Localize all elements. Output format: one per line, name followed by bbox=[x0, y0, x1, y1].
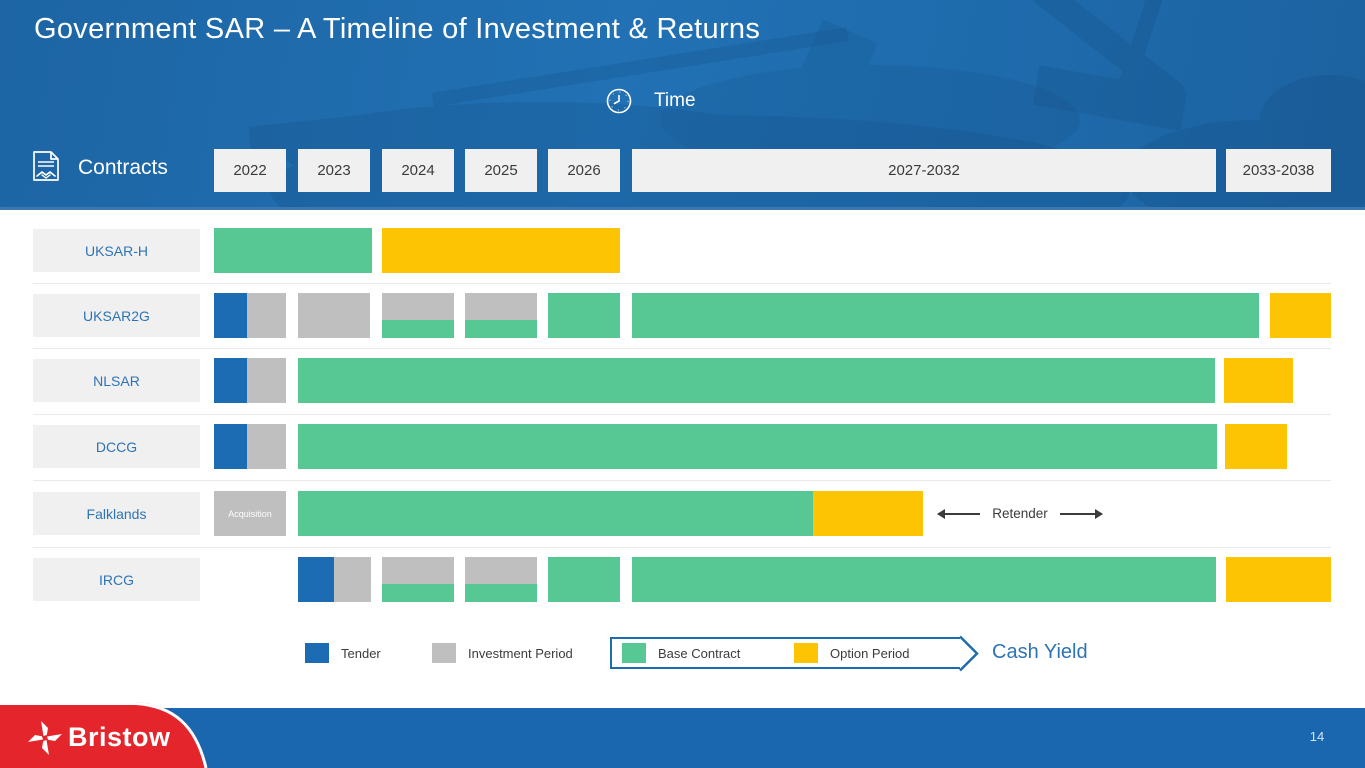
option-period-swatch bbox=[794, 643, 818, 663]
gantt-segment-invest bbox=[247, 358, 286, 403]
year-header-2023: 2023 bbox=[298, 149, 370, 192]
gantt-segment-option bbox=[1225, 424, 1287, 469]
footer-bar bbox=[0, 708, 1365, 768]
retender-left-arrow-icon bbox=[937, 508, 981, 519]
gantt-segment-invest bbox=[334, 557, 371, 602]
segment-invest-part bbox=[465, 557, 537, 584]
gantt-segment-option bbox=[813, 491, 923, 536]
time-axis-header: Time bbox=[606, 88, 696, 114]
legend-label-base: Base Contract bbox=[658, 646, 741, 661]
gantt-segment-base bbox=[298, 491, 813, 536]
gantt-segment-base bbox=[298, 358, 1215, 403]
gantt-segment-base bbox=[632, 557, 1216, 602]
segment-invest-part bbox=[465, 293, 537, 320]
year-header-2027-2032: 2027-2032 bbox=[632, 149, 1216, 192]
gantt-segment-invest bbox=[298, 293, 370, 338]
gantt-segment-tender bbox=[214, 424, 247, 469]
base-contract-swatch bbox=[622, 643, 646, 663]
row-label-UKSAR-H: UKSAR-H bbox=[33, 229, 200, 272]
investment-swatch bbox=[432, 643, 456, 663]
cash-yield-label: Cash Yield bbox=[992, 641, 1088, 663]
gantt-segment-option bbox=[382, 228, 620, 273]
row-label-Falklands: Falklands bbox=[33, 492, 200, 535]
legend-label-investment: Investment Period bbox=[468, 645, 573, 661]
slide-title: Government SAR – A Timeline of Investmen… bbox=[34, 13, 761, 45]
gantt-segment-tender bbox=[214, 358, 247, 403]
year-header-2025: 2025 bbox=[465, 149, 537, 192]
gantt-segment-invest bbox=[247, 293, 286, 338]
retender-annotation: Retender bbox=[925, 491, 1115, 536]
gantt-segment-invest_base bbox=[382, 557, 454, 602]
contracts-label: Contracts bbox=[78, 156, 168, 179]
row-separator bbox=[33, 413, 1331, 415]
row-separator bbox=[33, 546, 1331, 548]
segment-base-part bbox=[465, 584, 537, 602]
year-header-2026: 2026 bbox=[548, 149, 620, 192]
gantt-segment-option bbox=[1224, 358, 1293, 403]
page-number: 14 bbox=[1309, 729, 1325, 744]
year-header-2033-2038: 2033-2038 bbox=[1226, 149, 1331, 192]
row-separator bbox=[33, 480, 1331, 481]
segment-invest-part bbox=[382, 557, 454, 584]
year-header-2024: 2024 bbox=[382, 149, 454, 192]
gantt-segment-base bbox=[298, 424, 1217, 469]
gantt-segment-option bbox=[1226, 557, 1331, 602]
clock-icon bbox=[606, 88, 632, 114]
contract-document-icon bbox=[33, 151, 59, 181]
acquisition-label: Acquisition bbox=[228, 508, 272, 519]
gantt-segment-base bbox=[548, 293, 620, 338]
gantt-segment-base bbox=[214, 228, 372, 273]
legend-item-investment: Investment Period bbox=[432, 637, 573, 669]
legend-item-tender: Tender bbox=[305, 637, 381, 669]
legend-label-tender: Tender bbox=[341, 645, 381, 661]
segment-base-part bbox=[382, 320, 454, 338]
cash-yield-chevron-icon bbox=[959, 635, 979, 671]
row-separator bbox=[33, 348, 1331, 349]
row-label-DCCG: DCCG bbox=[33, 425, 200, 468]
gantt-segment-invest_base bbox=[382, 293, 454, 338]
segment-base-part bbox=[465, 320, 537, 338]
header-banner: Government SAR – A Timeline of Investmen… bbox=[0, 0, 1365, 210]
gantt-segment-invest bbox=[247, 424, 286, 469]
gantt-segment-invest_base bbox=[465, 557, 537, 602]
brand-wordmark: Bristow bbox=[68, 722, 171, 752]
gantt-segment-base bbox=[632, 293, 1259, 338]
segment-invest-part bbox=[382, 293, 454, 320]
cash-yield-group-box: Base Contract Option Period bbox=[610, 637, 962, 669]
retender-label: Retender bbox=[992, 506, 1048, 521]
year-header-2022: 2022 bbox=[214, 149, 286, 192]
gantt-segment-base bbox=[548, 557, 620, 602]
tender-swatch bbox=[305, 643, 329, 663]
contracts-axis-header: Contracts bbox=[30, 150, 168, 186]
time-label: Time bbox=[654, 90, 696, 111]
brand-red-tab bbox=[0, 702, 208, 768]
legend-label-option: Option Period bbox=[830, 646, 910, 661]
gantt-segment-tender bbox=[214, 293, 247, 338]
row-label-NLSAR: NLSAR bbox=[33, 359, 200, 402]
row-separator bbox=[33, 283, 1331, 284]
gantt-segment-invest_base bbox=[465, 293, 537, 338]
segment-base-part bbox=[382, 584, 454, 602]
row-label-UKSAR2G: UKSAR2G bbox=[33, 294, 200, 337]
gantt-segment-option bbox=[1270, 293, 1331, 338]
bristow-logo-icon bbox=[28, 721, 62, 755]
gantt-segment-acquisition: Acquisition bbox=[214, 491, 286, 536]
retender-right-arrow-icon bbox=[1059, 508, 1103, 519]
gantt-segment-tender bbox=[298, 557, 334, 602]
row-label-IRCG: IRCG bbox=[33, 558, 200, 601]
